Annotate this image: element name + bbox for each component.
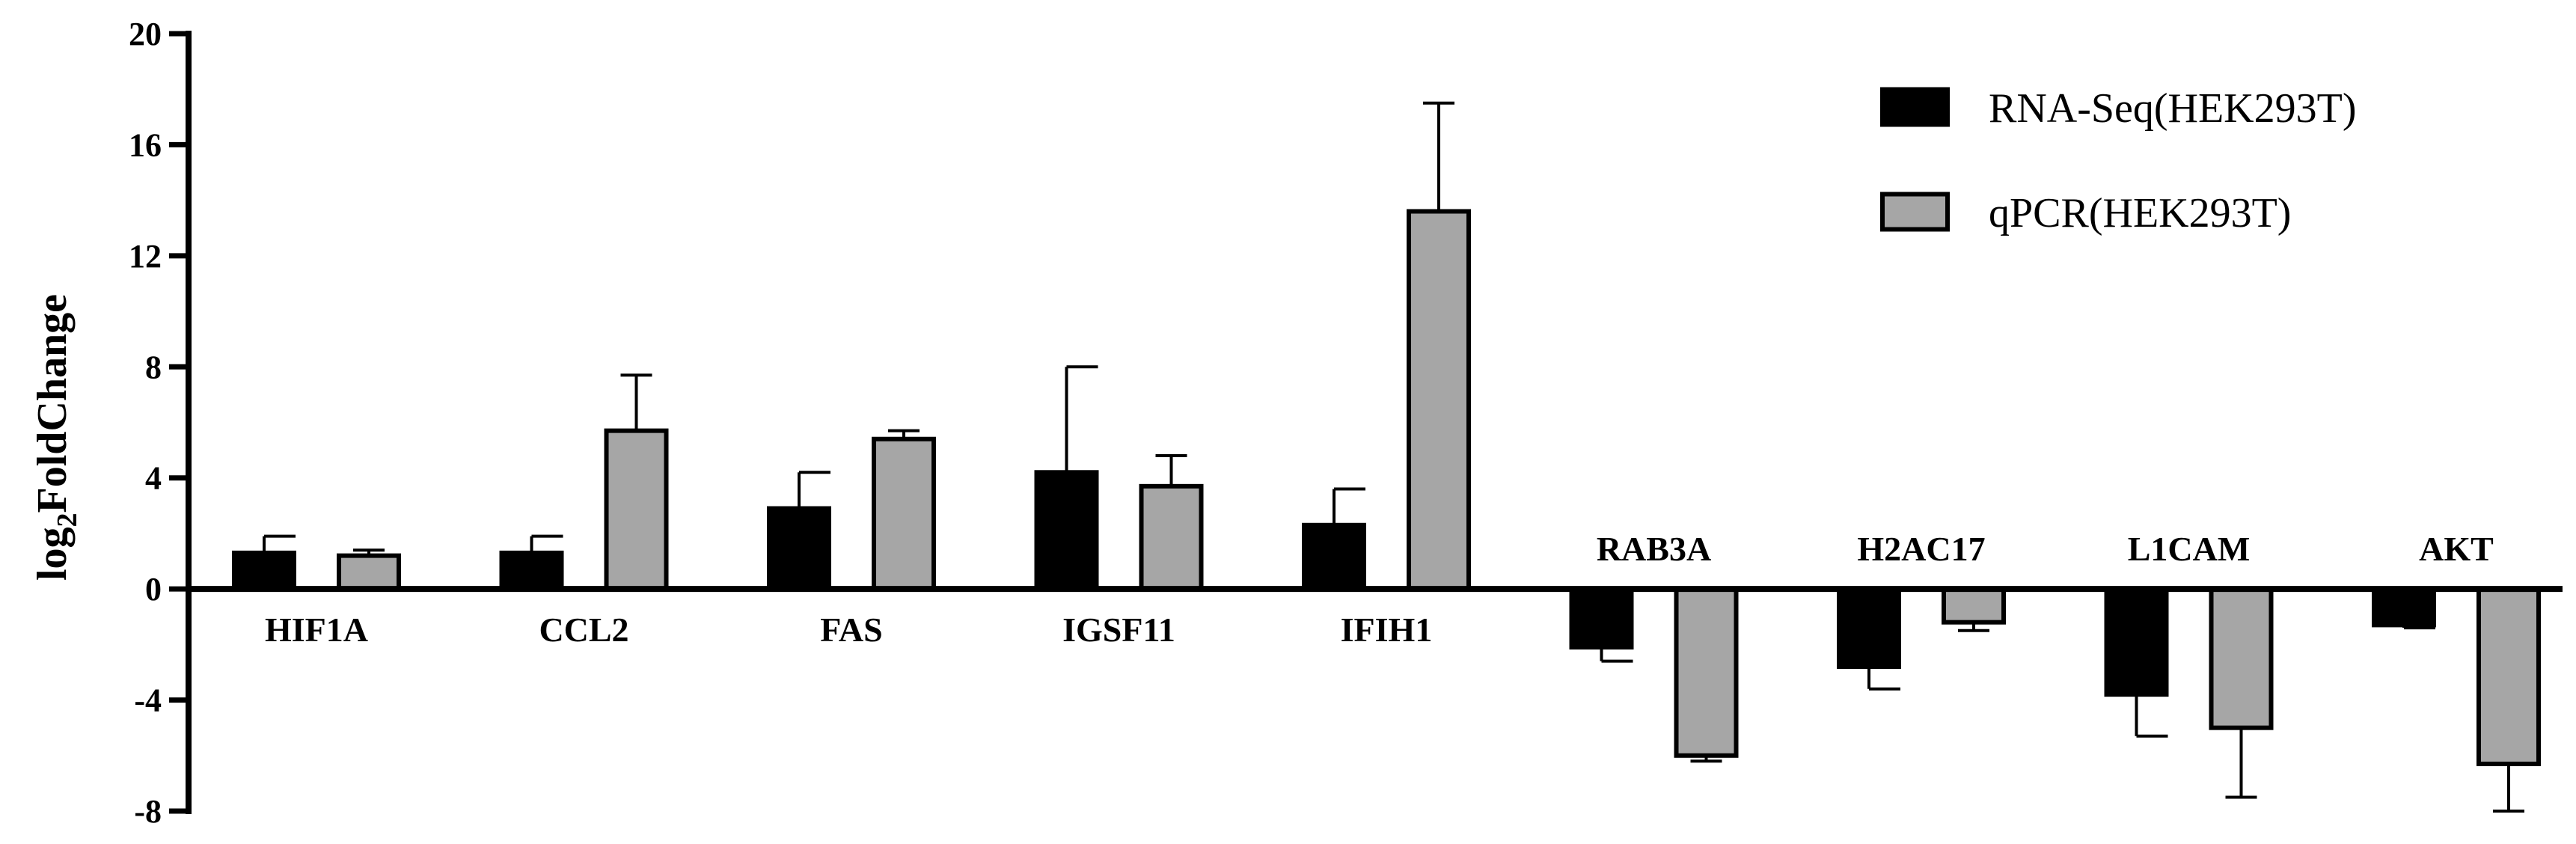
legend-swatch [1880, 87, 1950, 127]
bars [232, 101, 2541, 813]
bar [1569, 587, 1634, 650]
category-label: AKT [2419, 530, 2494, 568]
legend-label: qPCR(HEK293T) [1989, 190, 2291, 236]
bar [2476, 587, 2541, 766]
bar [1942, 587, 2006, 625]
y-axis: -8 -4 0 4 8 12 16 20 [129, 16, 192, 830]
legend-label: RNA-Seq(HEK293T) [1989, 85, 2356, 132]
y-axis-title: log2FoldChange [29, 294, 83, 581]
bar [232, 550, 296, 592]
bar [2372, 587, 2436, 628]
bar [1837, 587, 1901, 670]
bar [767, 506, 831, 592]
category-label: L1CAM [2128, 530, 2251, 568]
bar [872, 436, 936, 592]
bar [2104, 587, 2169, 697]
category-label: CCL2 [539, 611, 628, 649]
bar [337, 553, 401, 592]
category-label: HIF1A [265, 611, 368, 649]
bar [1302, 522, 1366, 592]
y-tick-label: -8 [134, 793, 162, 830]
bar [1139, 483, 1204, 592]
y-tick-label: 4 [145, 460, 162, 497]
bar [604, 428, 669, 592]
category-label: RAB3A [1597, 530, 1711, 568]
y-tick-label: -4 [134, 682, 162, 719]
bar [1034, 470, 1099, 592]
y-tick-label: 12 [129, 238, 162, 275]
legend-swatch [1880, 192, 1950, 232]
bar [2209, 587, 2274, 730]
y-tick-label: 20 [129, 16, 162, 52]
legend: RNA-Seq(HEK293T) qPCR(HEK293T) [1880, 85, 2356, 236]
category-label: IFIH1 [1341, 611, 1433, 649]
category-label: H2AC17 [1857, 530, 1985, 568]
category-labels: HIF1A CCL2 FAS IGSF11 IFIH1 RAB3A H2AC17 L1CAM A… [265, 530, 2494, 649]
category-label: IGSF11 [1062, 611, 1175, 649]
y-tick-label: 16 [129, 126, 162, 163]
category-label: FAS [820, 611, 883, 649]
bar [1674, 587, 1739, 758]
bar [499, 550, 564, 592]
y-tick-label: 0 [145, 571, 162, 608]
bar [1407, 209, 1471, 592]
y-tick-label: 8 [145, 349, 162, 385]
